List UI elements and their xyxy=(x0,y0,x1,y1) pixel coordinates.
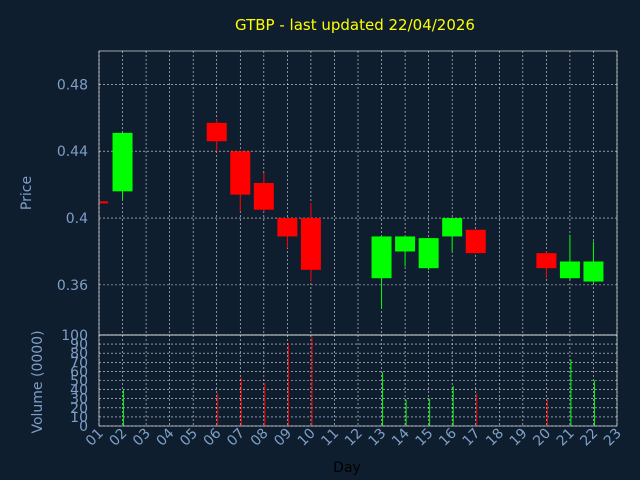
x-tick-label: 14 xyxy=(389,425,413,449)
volume-tick-label: 30 xyxy=(70,392,88,408)
price-candles xyxy=(99,119,604,309)
grid-lines xyxy=(98,51,618,427)
volume-tick-label: 0 xyxy=(79,419,88,435)
volume-tick-label: 50 xyxy=(70,374,88,390)
volume-tick-label: 100 xyxy=(61,328,88,344)
candle-body xyxy=(230,151,251,195)
chart-title: GTBP - last updated 22/04/2026 xyxy=(235,16,475,34)
x-tick-label: 09 xyxy=(271,426,295,450)
volume-tick-label: 10 xyxy=(70,410,88,426)
candle-body xyxy=(206,122,227,142)
candle-body xyxy=(99,201,108,204)
candle-body xyxy=(395,236,416,252)
price-tick-label: 0.36 xyxy=(57,278,88,294)
volume-tick-label: 20 xyxy=(70,401,88,417)
x-tick-label: 16 xyxy=(436,425,460,449)
volume-tick-label: 90 xyxy=(70,337,88,353)
candle-body xyxy=(465,229,486,254)
candle-body xyxy=(277,218,298,237)
volume-bars xyxy=(123,336,595,426)
x-tick-label: 12 xyxy=(342,426,366,450)
x-tick-label: 22 xyxy=(577,426,601,450)
x-tick-labels: 01 02 03 04 05 06 07 08 09 10 11 12 13 14 15 16 17 18 19 20… xyxy=(83,425,625,449)
volume-axis-label: Volume (0000) xyxy=(30,330,46,433)
volume-tick-label: 70 xyxy=(70,355,88,371)
volume-tick-label: 80 xyxy=(70,346,88,362)
price-axis-label: Price xyxy=(19,176,35,210)
plot-frames xyxy=(98,50,618,427)
candle-body xyxy=(536,253,557,269)
candle-body xyxy=(583,261,604,282)
x-tick-label: 20 xyxy=(530,426,554,450)
volume-panel-frame xyxy=(98,334,618,427)
price-tick-label: 0.4 xyxy=(66,211,88,227)
x-tick-label: 11 xyxy=(318,426,342,450)
x-tick-label: 17 xyxy=(460,426,484,450)
volume-tick-label: 60 xyxy=(70,364,88,380)
candle-body xyxy=(300,218,321,270)
x-tick-label: 08 xyxy=(248,426,272,450)
x-tick-label: 19 xyxy=(507,426,531,450)
x-tick-label: 06 xyxy=(201,425,225,449)
x-tick-label: 07 xyxy=(224,426,248,450)
price-tick-label: 0.44 xyxy=(57,144,88,160)
x-tick-label: 04 xyxy=(154,425,178,449)
candle-body xyxy=(442,218,463,237)
candle-body xyxy=(253,182,274,210)
price-tick-label: 0.48 xyxy=(57,77,88,93)
x-tick-label: 05 xyxy=(177,426,201,450)
x-tick-label: 03 xyxy=(130,426,154,450)
x-tick-label: 21 xyxy=(554,426,578,450)
volume-tick-label: 40 xyxy=(70,383,88,399)
candle-body xyxy=(559,261,580,279)
x-tick-label: 15 xyxy=(413,426,437,450)
x-axis-label: Day xyxy=(333,460,361,476)
x-tick-label: 23 xyxy=(601,426,625,450)
candle-body xyxy=(418,238,439,269)
x-tick-label: 18 xyxy=(483,426,507,450)
candle-body xyxy=(371,236,392,279)
x-tick-label: 13 xyxy=(365,426,389,450)
x-tick-label: 10 xyxy=(295,426,319,450)
candle-body xyxy=(112,132,133,192)
x-tick-label: 02 xyxy=(106,426,130,450)
